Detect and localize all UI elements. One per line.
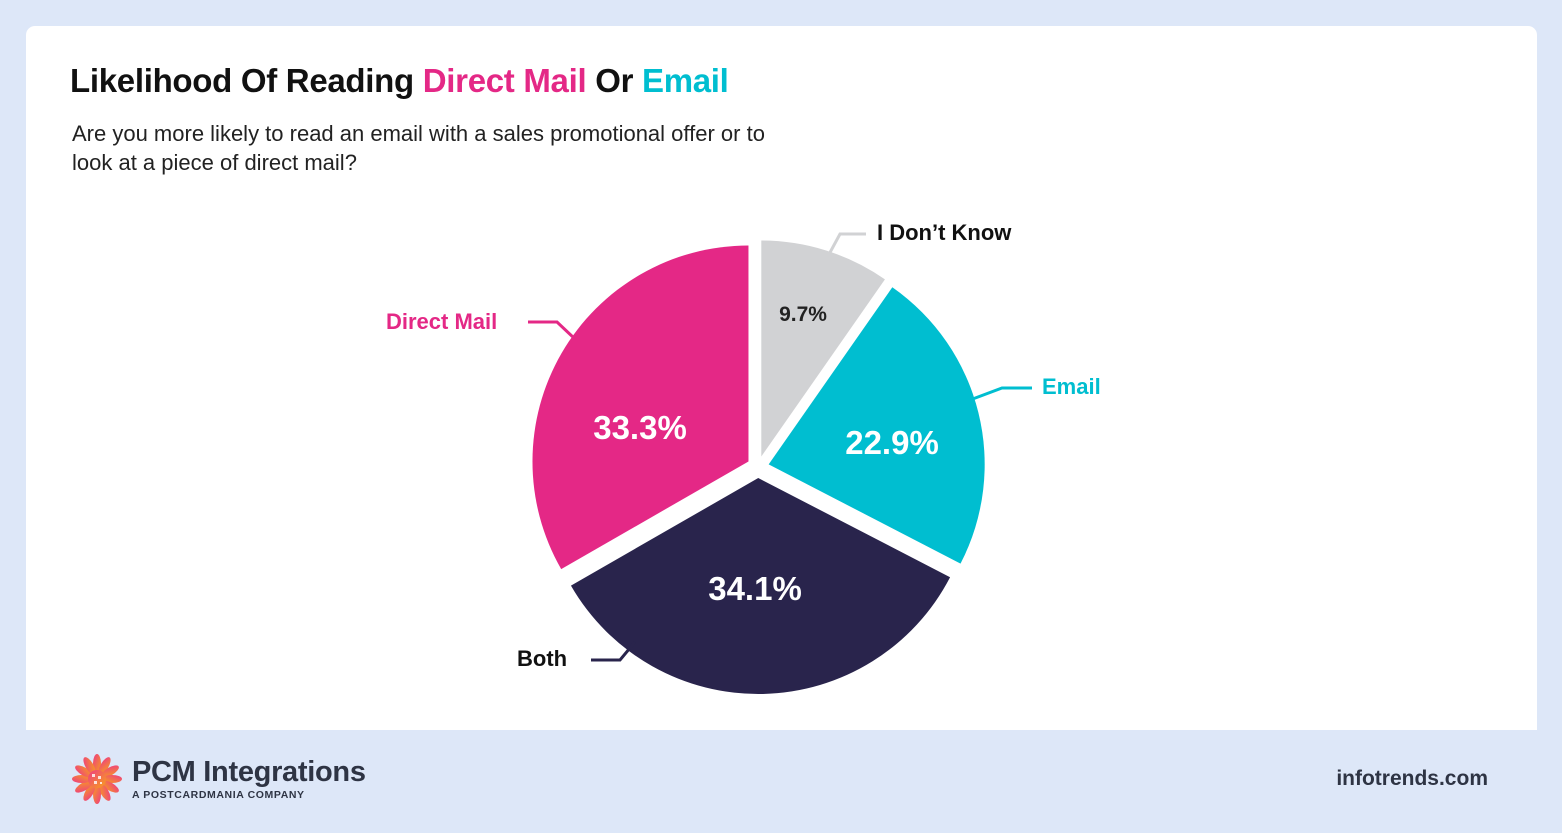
value-direct-mail: 33.3% <box>593 409 687 446</box>
source-site: infotrends.com <box>1336 767 1488 790</box>
slice-dont-know <box>761 240 885 457</box>
value-both: 34.1% <box>708 570 802 607</box>
flower-logo-icon <box>72 754 122 804</box>
label-email: Email <box>1042 374 1101 399</box>
brand-name: PCM Integrations <box>132 756 366 788</box>
chart-subtitle: Are you more likely to read an email wit… <box>72 121 765 175</box>
slice-both <box>570 477 951 694</box>
label-dont-know: I Don’t Know <box>877 220 1012 245</box>
leader-direct-mail <box>528 320 577 341</box>
brand-logo: PCM Integrations A POSTCARDMANIA COMPANY <box>70 752 366 806</box>
leader-dont-know <box>825 232 866 259</box>
value-email: 22.9% <box>845 424 939 461</box>
title-prefix: Likelihood Of Reading <box>70 62 423 99</box>
slice-direct-mail <box>532 245 749 570</box>
leader-both <box>591 641 637 662</box>
brand-tagline: A POSTCARDMANIA COMPANY <box>132 789 305 801</box>
label-direct-mail: Direct Mail <box>386 309 498 334</box>
value-dont-know: 9.7% <box>779 303 827 326</box>
chart-title: Likelihood Of Reading Direct Mail Or Ema… <box>70 62 729 100</box>
title-email: Email <box>642 62 729 99</box>
title-or: Or <box>586 62 642 99</box>
title-direct-mail: Direct Mail <box>422 62 587 99</box>
slice-email <box>768 287 985 564</box>
label-both: Both <box>517 646 568 671</box>
leader-email <box>969 386 1032 402</box>
